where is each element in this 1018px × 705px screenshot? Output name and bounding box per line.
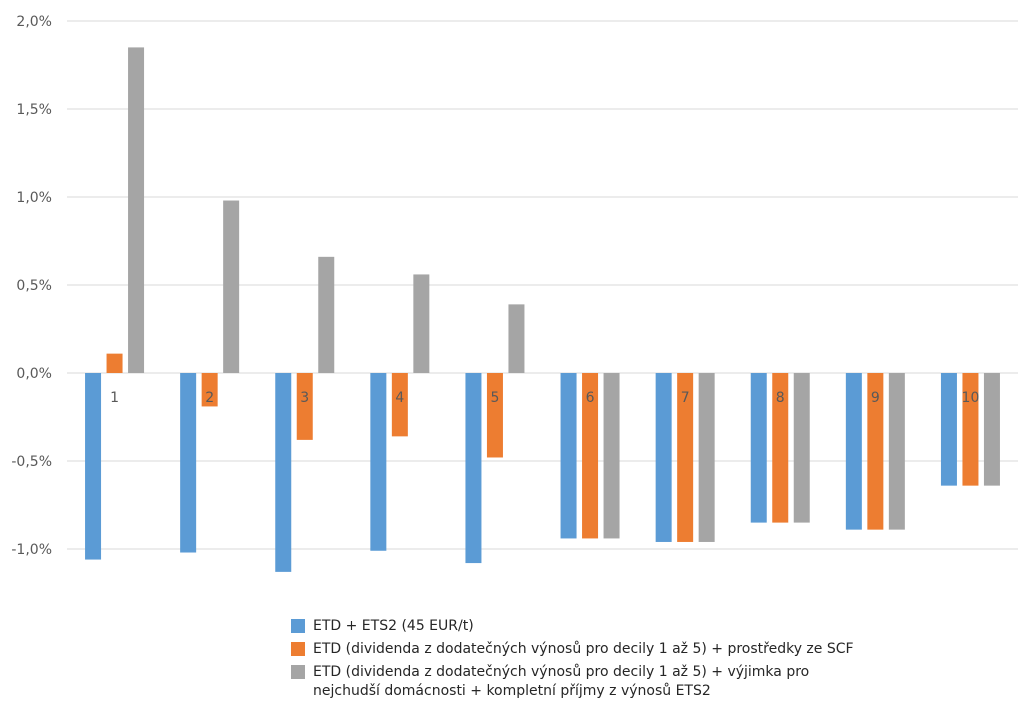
bar-series-1-cat-8 xyxy=(750,373,767,523)
bar-series-1-cat-6 xyxy=(560,373,577,539)
bars xyxy=(85,47,1000,572)
bar-series-2-cat-4 xyxy=(391,373,408,437)
bar-series-3-cat-2 xyxy=(223,200,240,373)
bar-series-1-cat-9 xyxy=(845,373,862,530)
bar-series-3-cat-7 xyxy=(698,373,715,542)
bar-series-1-cat-4 xyxy=(370,373,387,551)
legend-item-series-3: ETD (dividenda z dodatečných výnosů pro … xyxy=(291,663,891,701)
bar-series-2-cat-10 xyxy=(962,373,979,486)
bar-series-3-cat-1 xyxy=(128,47,145,374)
legend: ETD + ETS2 (45 EUR/t) ETD (dividenda z d… xyxy=(291,617,891,705)
bar-series-1-cat-2 xyxy=(180,373,197,553)
bar-series-3-cat-4 xyxy=(413,274,430,373)
bar-series-3-cat-10 xyxy=(983,373,1000,486)
category-label: 6 xyxy=(586,390,595,406)
y-tick-label: 0,5% xyxy=(16,278,52,294)
bar-series-2-cat-7 xyxy=(677,373,694,542)
y-tick-label: 1,0% xyxy=(16,190,52,206)
bar-series-3-cat-3 xyxy=(318,256,335,373)
bar-series-1-cat-10 xyxy=(940,373,957,486)
bar-series-3-cat-5 xyxy=(508,304,525,373)
y-tick-label: 0,0% xyxy=(16,366,52,382)
bar-series-2-cat-5 xyxy=(486,373,503,458)
category-label: 8 xyxy=(776,390,785,406)
bar-series-2-cat-3 xyxy=(296,373,313,440)
bar-series-1-cat-3 xyxy=(275,373,292,572)
legend-label-series-2: ETD (dividenda z dodatečných výnosů pro … xyxy=(313,641,854,657)
bar-series-2-cat-1 xyxy=(106,353,123,373)
category-label: 4 xyxy=(395,390,404,406)
category-label: 5 xyxy=(490,390,499,406)
y-axis-ticks: 2,0% 1,5% 1,0% 0,5% 0,0% -0,5% -1,0% xyxy=(11,14,52,558)
legend-swatch-series-1 xyxy=(291,619,305,633)
bar-series-3-cat-6 xyxy=(603,373,620,539)
bar-series-1-cat-5 xyxy=(465,373,482,564)
y-tick-label: 2,0% xyxy=(16,14,52,30)
category-label: 7 xyxy=(681,390,690,406)
legend-swatch-series-2 xyxy=(291,642,305,656)
category-label: 3 xyxy=(300,390,309,406)
category-label: 1 xyxy=(110,390,119,406)
legend-item-series-2: ETD (dividenda z dodatečných výnosů pro … xyxy=(291,640,891,659)
bar-series-2-cat-6 xyxy=(582,373,599,539)
bar-series-2-cat-2 xyxy=(201,373,218,407)
category-label: 9 xyxy=(871,390,880,406)
bar-series-1-cat-7 xyxy=(655,373,672,542)
category-label: 2 xyxy=(205,390,214,406)
y-tick-label: -0,5% xyxy=(11,454,52,470)
legend-label-series-1: ETD + ETS2 (45 EUR/t) xyxy=(313,618,474,634)
category-label: 10 xyxy=(962,390,980,406)
legend-item-series-1: ETD + ETS2 (45 EUR/t) xyxy=(291,617,891,636)
y-tick-label: -1,0% xyxy=(11,542,52,558)
legend-swatch-series-3 xyxy=(291,665,305,679)
y-tick-label: 1,5% xyxy=(16,102,52,118)
bar-series-1-cat-1 xyxy=(85,373,102,560)
bar-series-3-cat-8 xyxy=(793,373,810,523)
bar-series-2-cat-9 xyxy=(867,373,884,530)
bar-series-3-cat-9 xyxy=(888,373,905,530)
legend-label-series-3: ETD (dividenda z dodatečných výnosů pro … xyxy=(313,664,810,699)
category-labels: 1 2 3 4 5 6 7 8 9 10 xyxy=(110,390,979,406)
bar-series-2-cat-8 xyxy=(772,373,789,523)
